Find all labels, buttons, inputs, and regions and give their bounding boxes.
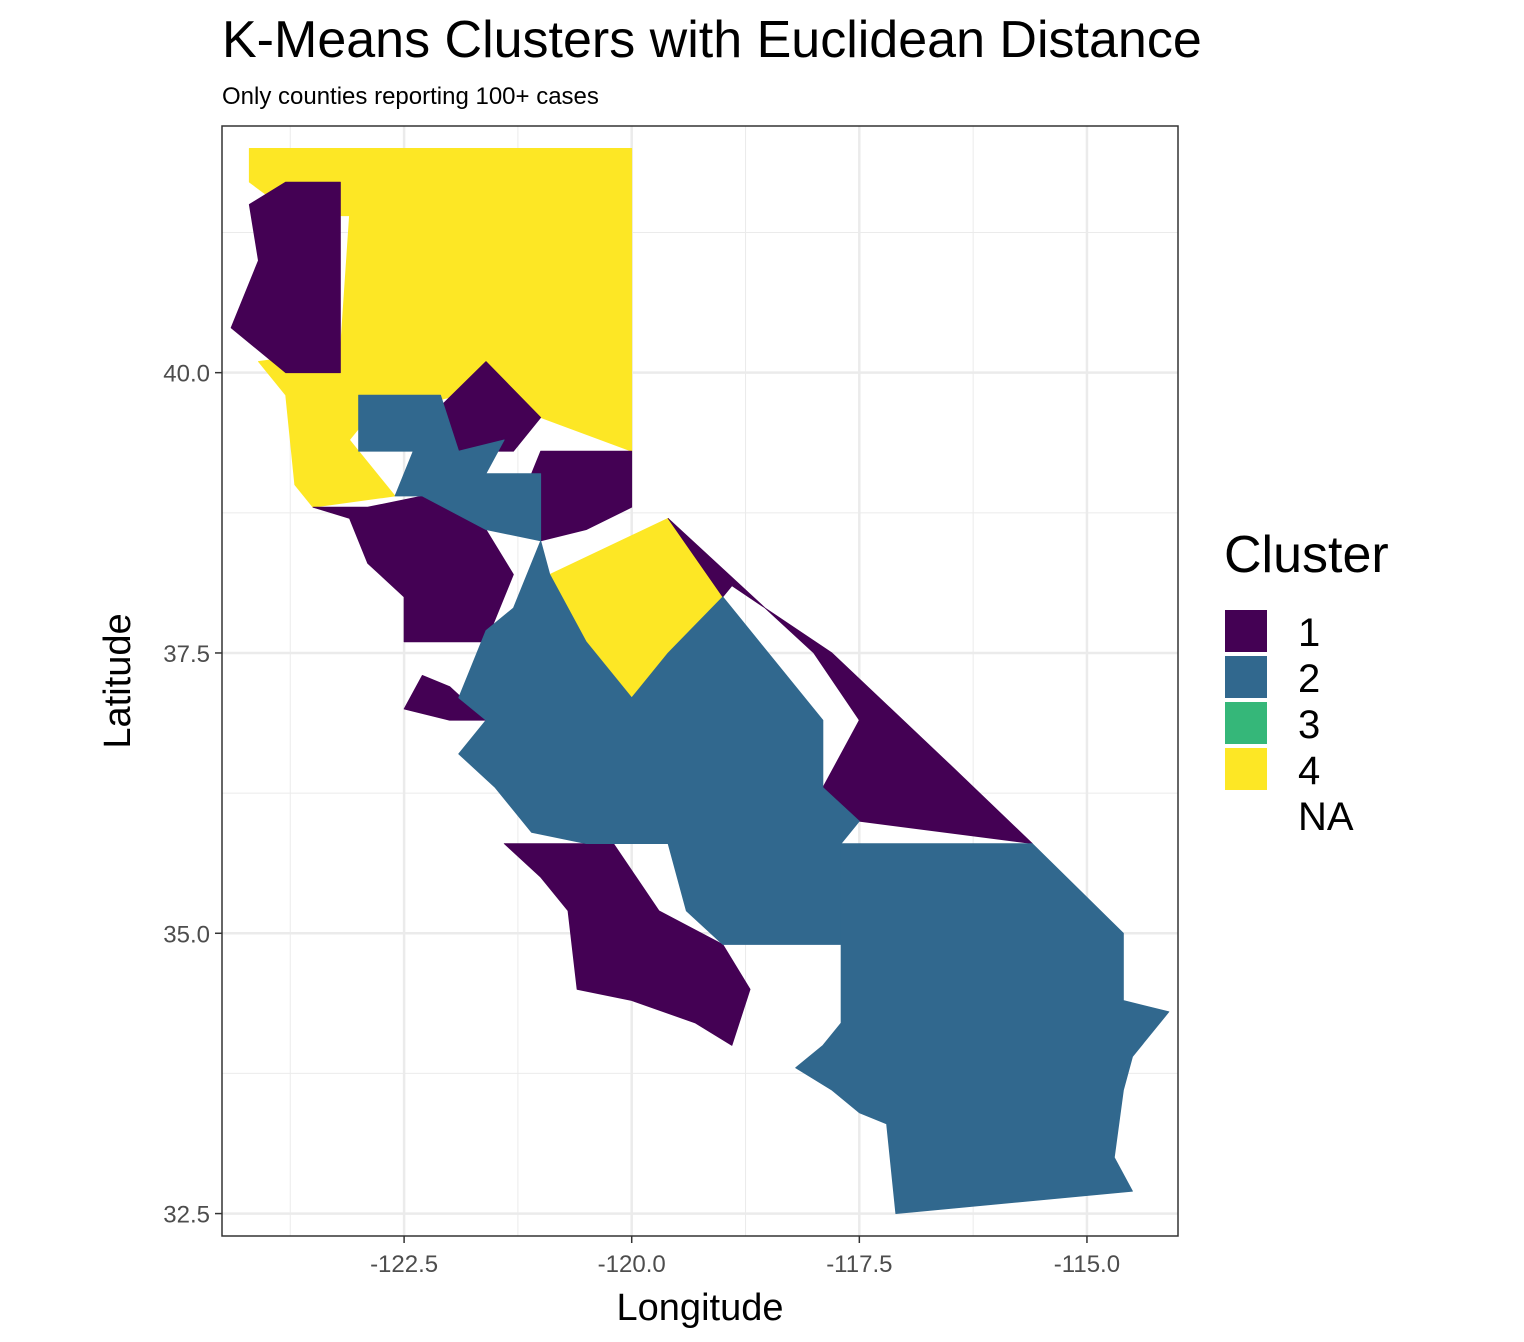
legend-label-4: 4 (1298, 749, 1320, 793)
panel-border (221, 125, 1179, 1237)
x-tick-label: -122.5 (370, 1251, 438, 1278)
y-axis-title: Latitude (97, 613, 139, 748)
x-axis-title: Longitude (617, 1287, 784, 1329)
x-tick-label: -120.0 (598, 1251, 666, 1278)
y-tick-label: 40.0 (163, 361, 210, 388)
y-tick-label: 35.0 (163, 921, 210, 948)
legend-key-3 (1225, 702, 1267, 744)
legend-label-1: 1 (1298, 611, 1320, 655)
legend-label-2: 2 (1298, 657, 1320, 701)
legend-title: Cluster (1224, 526, 1389, 584)
y-axis: 32.5 35.0 37.5 40.0 (163, 361, 222, 1229)
county-region-cluster-2 (795, 843, 1170, 1214)
legend-key-2 (1225, 656, 1267, 698)
legend-label-NA: NA (1298, 795, 1354, 839)
x-tick-label: -117.5 (826, 1251, 892, 1278)
county-region-cluster-1 (230, 181, 341, 374)
county-regions (230, 147, 1170, 1214)
county-region-cluster-1 (503, 843, 751, 1046)
legend-key-1 (1225, 610, 1267, 652)
legend-key-4 (1225, 748, 1267, 790)
chart-subtitle: Only counties reporting 100+ cases (222, 83, 599, 110)
y-tick-label: 37.5 (163, 641, 210, 668)
legend-label-3: 3 (1298, 703, 1320, 747)
x-tick-label: -115.0 (1054, 1251, 1120, 1278)
x-axis: -122.5 -120.0 -117.5 -115.0 (370, 1236, 1120, 1278)
county-region-cluster-2 (358, 394, 860, 945)
y-tick-label: 32.5 (163, 1202, 210, 1229)
chart-title: K-Means Clusters with Euclidean Distance (222, 11, 1202, 69)
